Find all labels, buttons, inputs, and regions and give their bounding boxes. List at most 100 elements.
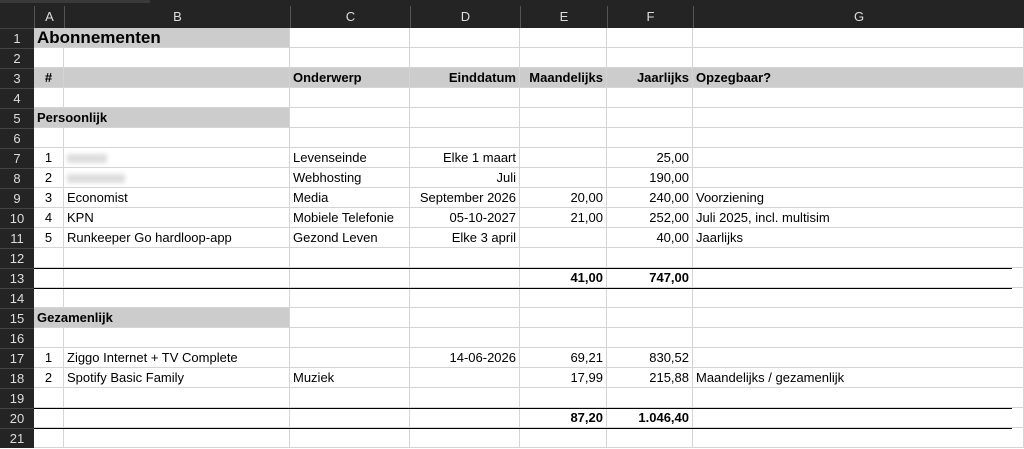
cell-A6[interactable]	[34, 128, 64, 148]
cell-B9[interactable]: Economist	[64, 188, 290, 208]
cell-F19[interactable]	[607, 388, 693, 408]
cell-C6[interactable]	[290, 128, 410, 148]
cell-A18[interactable]: 2	[34, 368, 64, 388]
cell-D18[interactable]	[410, 368, 520, 388]
cell-F13[interactable]: 747,00	[607, 268, 693, 288]
cell-B7[interactable]	[64, 148, 290, 168]
cell-A4[interactable]	[34, 88, 64, 108]
cell-F2[interactable]	[607, 48, 693, 68]
cell-G12[interactable]	[693, 248, 1024, 268]
cell-E7[interactable]	[520, 148, 607, 168]
cell-D3[interactable]: Einddatum	[410, 68, 520, 88]
cell-G4[interactable]	[693, 88, 1024, 108]
cell-F9[interactable]: 240,00	[607, 188, 693, 208]
row-header[interactable]: 5	[0, 108, 34, 128]
cell-F4[interactable]	[607, 88, 693, 108]
cell-D15[interactable]	[410, 308, 520, 328]
cell-F12[interactable]	[607, 248, 693, 268]
cell-A17[interactable]: 1	[34, 348, 64, 368]
cell-E9[interactable]: 20,00	[520, 188, 607, 208]
cell-D7[interactable]: Elke 1 maart	[410, 148, 520, 168]
cell-G18[interactable]: Maandelijks / gezamenlijk	[693, 368, 1024, 388]
cell-F5[interactable]	[607, 108, 693, 128]
cell-B16[interactable]	[64, 328, 290, 348]
row-header[interactable]: 15	[0, 308, 34, 328]
row-header[interactable]: 7	[0, 148, 34, 168]
cell-E5[interactable]	[520, 108, 607, 128]
column-header-A[interactable]: A	[34, 6, 64, 28]
cell-B14[interactable]	[64, 288, 290, 308]
row-header[interactable]: 2	[0, 48, 34, 68]
cell-A7[interactable]: 1	[34, 148, 64, 168]
cell-E2[interactable]	[520, 48, 607, 68]
row-header[interactable]: 19	[0, 388, 34, 408]
cell-F7[interactable]: 25,00	[607, 148, 693, 168]
cell-A15[interactable]: Gezamenlijk	[34, 308, 290, 328]
cell-E13[interactable]: 41,00	[520, 268, 607, 288]
cell-F1[interactable]	[607, 28, 693, 48]
cell-C11[interactable]: Gezond Leven	[290, 228, 410, 248]
cell-F21[interactable]	[607, 428, 693, 448]
cell-F8[interactable]: 190,00	[607, 168, 693, 188]
cell-B17[interactable]: Ziggo Internet + TV Complete	[64, 348, 290, 368]
cell-D8[interactable]: Juli	[410, 168, 520, 188]
cell-A12[interactable]	[34, 248, 64, 268]
cell-C9[interactable]: Media	[290, 188, 410, 208]
cell-D11[interactable]: Elke 3 april	[410, 228, 520, 248]
cell-F15[interactable]	[607, 308, 693, 328]
cell-B12[interactable]	[64, 248, 290, 268]
cell-C2[interactable]	[290, 48, 410, 68]
cell-C12[interactable]	[290, 248, 410, 268]
cell-A10[interactable]: 4	[34, 208, 64, 228]
cell-G10[interactable]: Juli 2025, incl. multisim	[693, 208, 1024, 228]
cell-C3[interactable]: Onderwerp	[290, 68, 410, 88]
cell-C19[interactable]	[290, 388, 410, 408]
cell-C8[interactable]: Webhosting	[290, 168, 410, 188]
column-header-D[interactable]: D	[410, 6, 520, 28]
cell-G7[interactable]	[693, 148, 1024, 168]
cell-C10[interactable]: Mobiele Telefonie	[290, 208, 410, 228]
cell-B10[interactable]: KPN	[64, 208, 290, 228]
row-header[interactable]: 10	[0, 208, 34, 228]
row-header[interactable]: 16	[0, 328, 34, 348]
cell-A21[interactable]	[34, 428, 64, 448]
cell-A11[interactable]: 5	[34, 228, 64, 248]
cell-A3[interactable]: #	[34, 68, 64, 88]
cell-F11[interactable]: 40,00	[607, 228, 693, 248]
cell-D9[interactable]: September 2026	[410, 188, 520, 208]
cell-A8[interactable]: 2	[34, 168, 64, 188]
cell-A5[interactable]: Persoonlijk	[34, 108, 290, 128]
cell-C5[interactable]	[290, 108, 410, 128]
cell-E4[interactable]	[520, 88, 607, 108]
cell-G1[interactable]	[693, 28, 1024, 48]
cell-D16[interactable]	[410, 328, 520, 348]
row-header[interactable]: 13	[0, 268, 34, 288]
cell-B21[interactable]	[64, 428, 290, 448]
row-header[interactable]: 12	[0, 248, 34, 268]
cell-C16[interactable]	[290, 328, 410, 348]
row-header[interactable]: 18	[0, 368, 34, 388]
cell-G17[interactable]	[693, 348, 1024, 368]
cell-D20[interactable]	[410, 408, 520, 428]
cell-E19[interactable]	[520, 388, 607, 408]
cell-B18[interactable]: Spotify Basic Family	[64, 368, 290, 388]
cell-G16[interactable]	[693, 328, 1024, 348]
cell-F17[interactable]: 830,52	[607, 348, 693, 368]
cell-A19[interactable]	[34, 388, 64, 408]
cell-E10[interactable]: 21,00	[520, 208, 607, 228]
column-header-C[interactable]: C	[290, 6, 410, 28]
cell-E8[interactable]	[520, 168, 607, 188]
cell-G15[interactable]	[693, 308, 1024, 328]
cell-E21[interactable]	[520, 428, 607, 448]
cell-D2[interactable]	[410, 48, 520, 68]
cell-B8[interactable]	[64, 168, 290, 188]
cell-D12[interactable]	[410, 248, 520, 268]
cell-B11[interactable]: Runkeeper Go hardloop-app	[64, 228, 290, 248]
row-header[interactable]: 21	[0, 428, 34, 448]
cell-C14[interactable]	[290, 288, 410, 308]
cell-C17[interactable]	[290, 348, 410, 368]
cell-F16[interactable]	[607, 328, 693, 348]
cell-D13[interactable]	[410, 268, 520, 288]
cell-A16[interactable]	[34, 328, 64, 348]
cell-E6[interactable]	[520, 128, 607, 148]
